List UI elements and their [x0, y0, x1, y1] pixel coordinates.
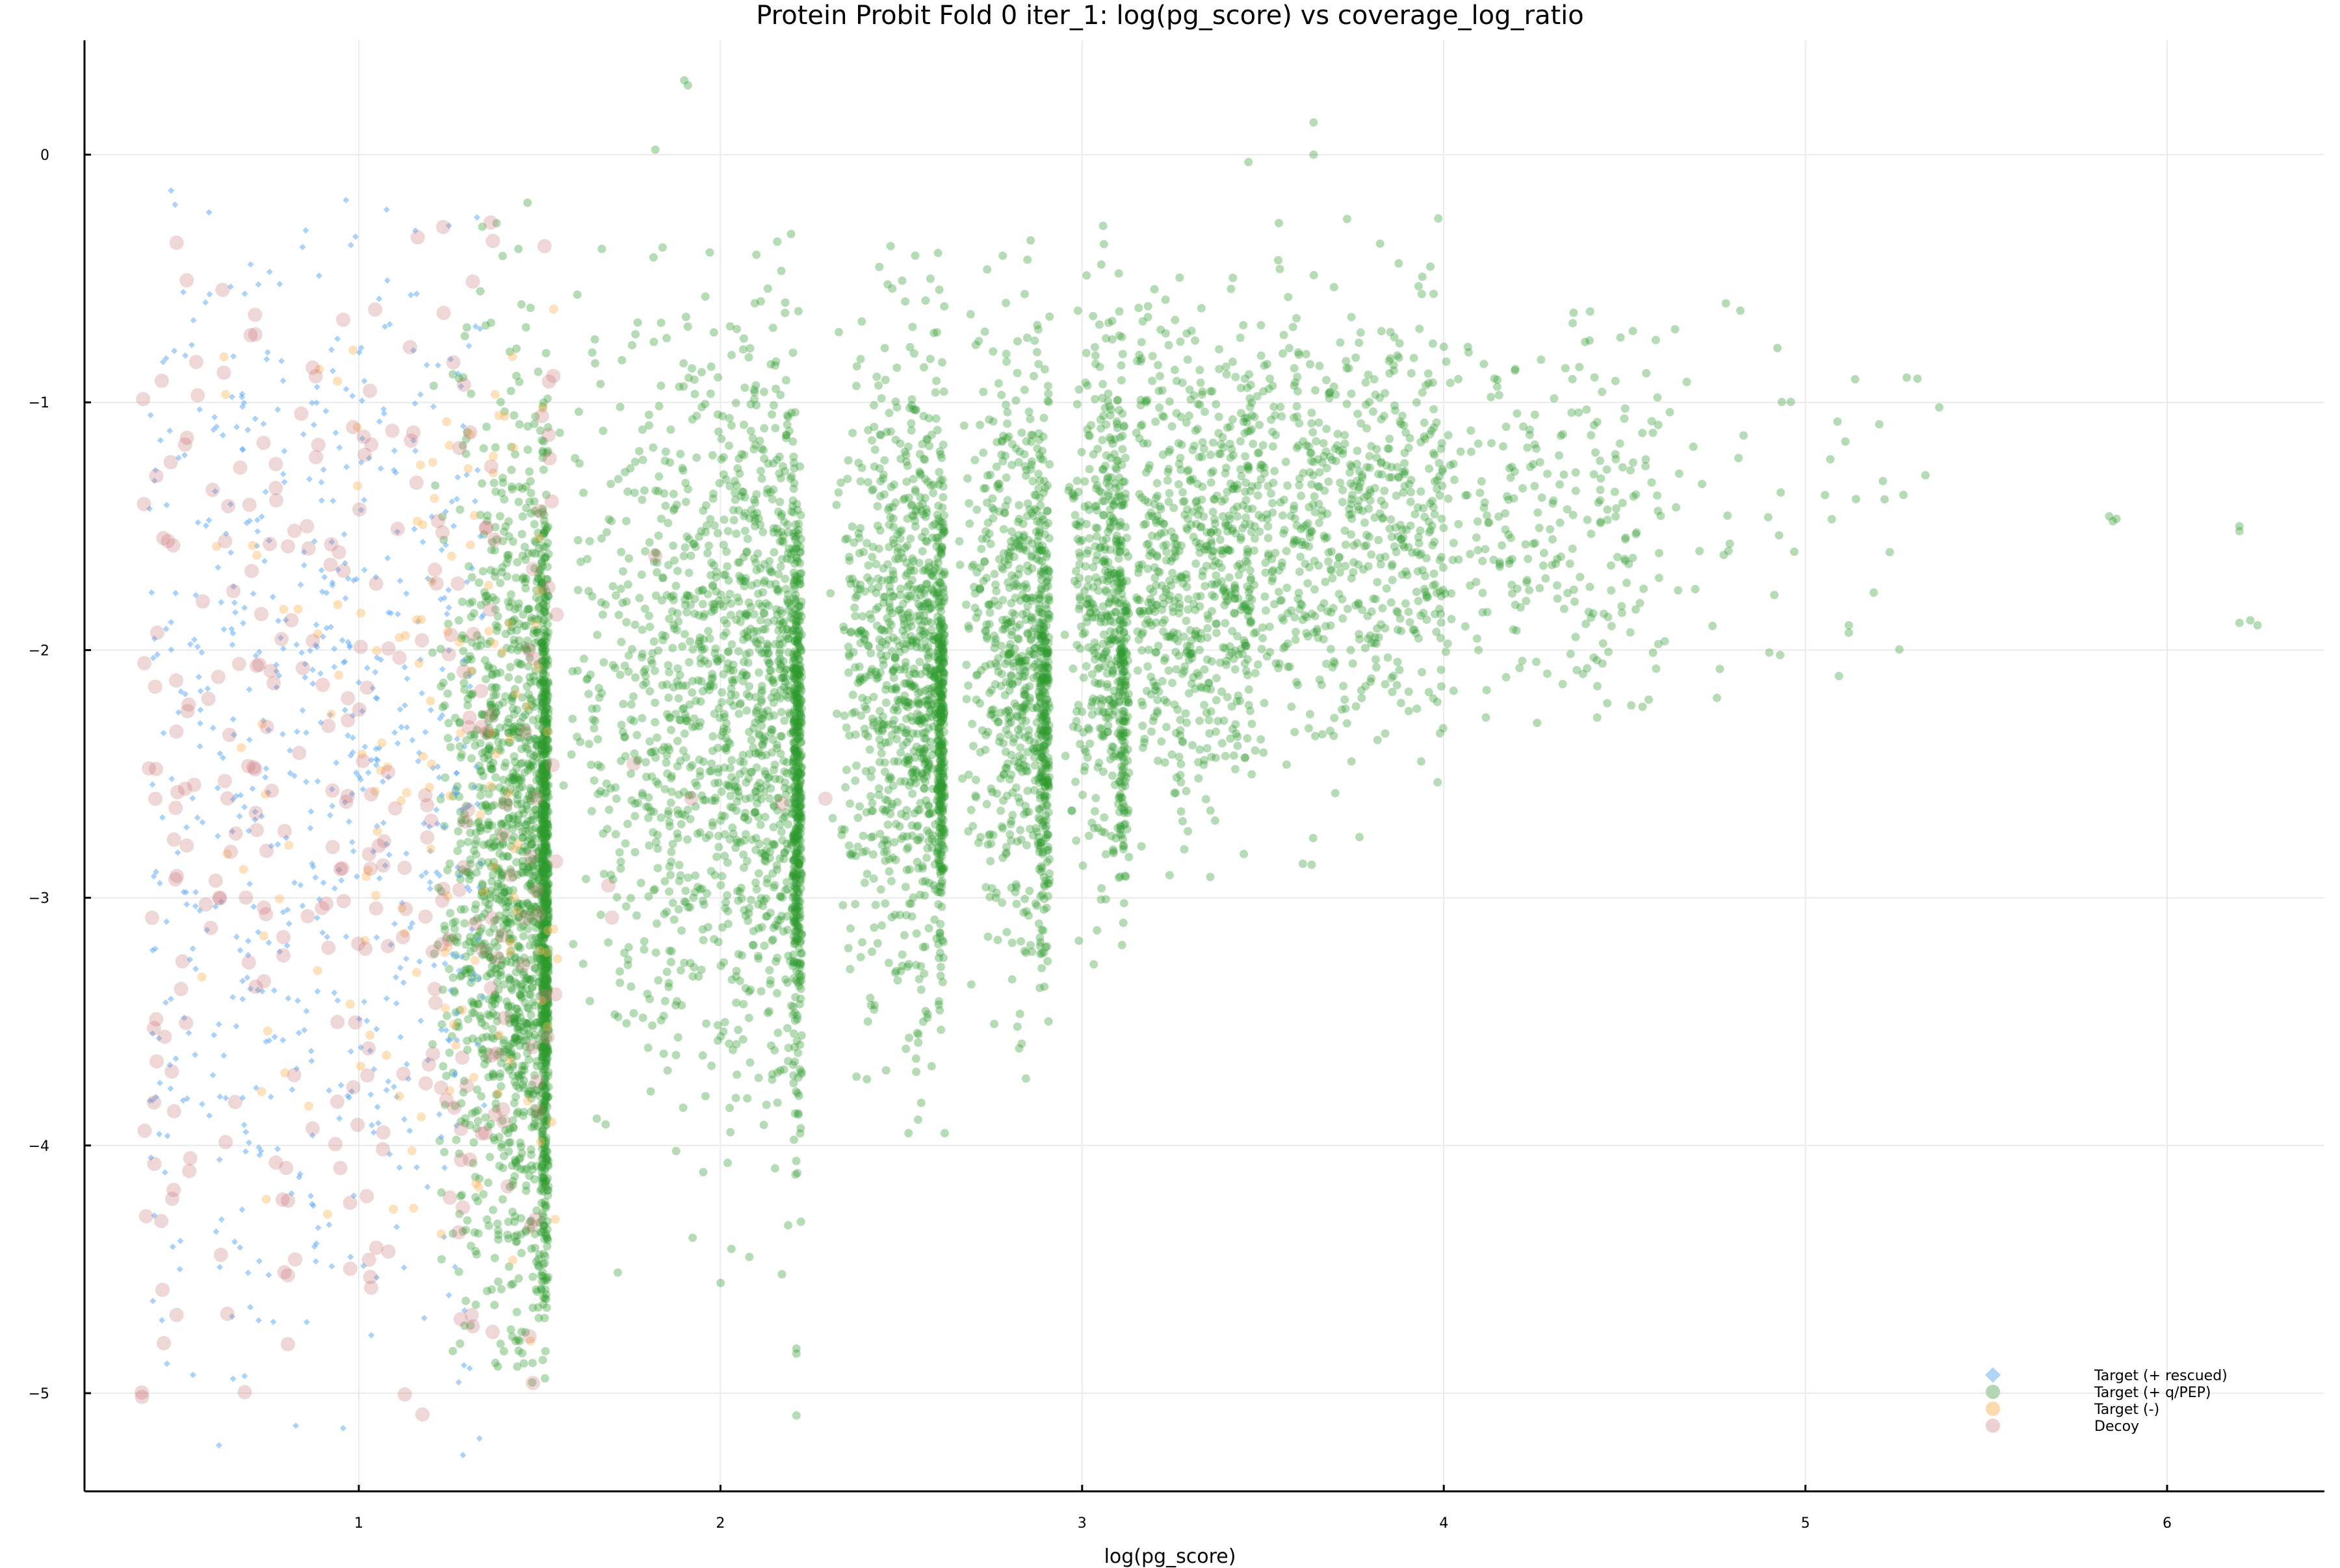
y-tick-label: −4 — [29, 1138, 49, 1155]
axes: 1 2 3 4 5 6 0 −1 −2 −3 −4 −5 — [29, 40, 2324, 1532]
y-tick-label: −3 — [29, 891, 49, 907]
x-tick-label: 2 — [716, 1515, 725, 1532]
x-tick-label: 5 — [1801, 1515, 1810, 1532]
y-tick-label: −5 — [29, 1386, 49, 1402]
y-tick-label: 0 — [40, 148, 49, 164]
x-tick-label: 3 — [1078, 1515, 1087, 1532]
data-points — [135, 76, 2261, 1458]
legend-label: Decoy — [2094, 1419, 2139, 1435]
x-tick-label: 1 — [354, 1515, 363, 1532]
circle-icon — [1986, 1419, 2000, 1433]
circle-icon — [1986, 1402, 2000, 1416]
diamond-icon — [1985, 1367, 2001, 1383]
legend-label: Target (+ rescued) — [2094, 1368, 2228, 1384]
y-tick-label: −2 — [29, 643, 49, 659]
legend-item: Decoy — [1986, 1419, 2139, 1435]
legend-label: Target (-) — [2094, 1402, 2159, 1418]
legend: Target (+ rescued)Target (+ q/PEP)Target… — [1985, 1367, 2228, 1435]
x-axis-label: log(pg_score) — [0, 1545, 2340, 1568]
legend-label: Target (+ q/PEP) — [2094, 1385, 2211, 1401]
x-tick-label: 6 — [2163, 1515, 2172, 1532]
legend-item: Target (-) — [1986, 1402, 2159, 1418]
legend-item: Target (+ rescued) — [1985, 1367, 2228, 1384]
y-tick-label: −1 — [29, 395, 49, 411]
x-tick-label: 4 — [1439, 1515, 1448, 1532]
circle-icon — [1986, 1385, 2000, 1399]
